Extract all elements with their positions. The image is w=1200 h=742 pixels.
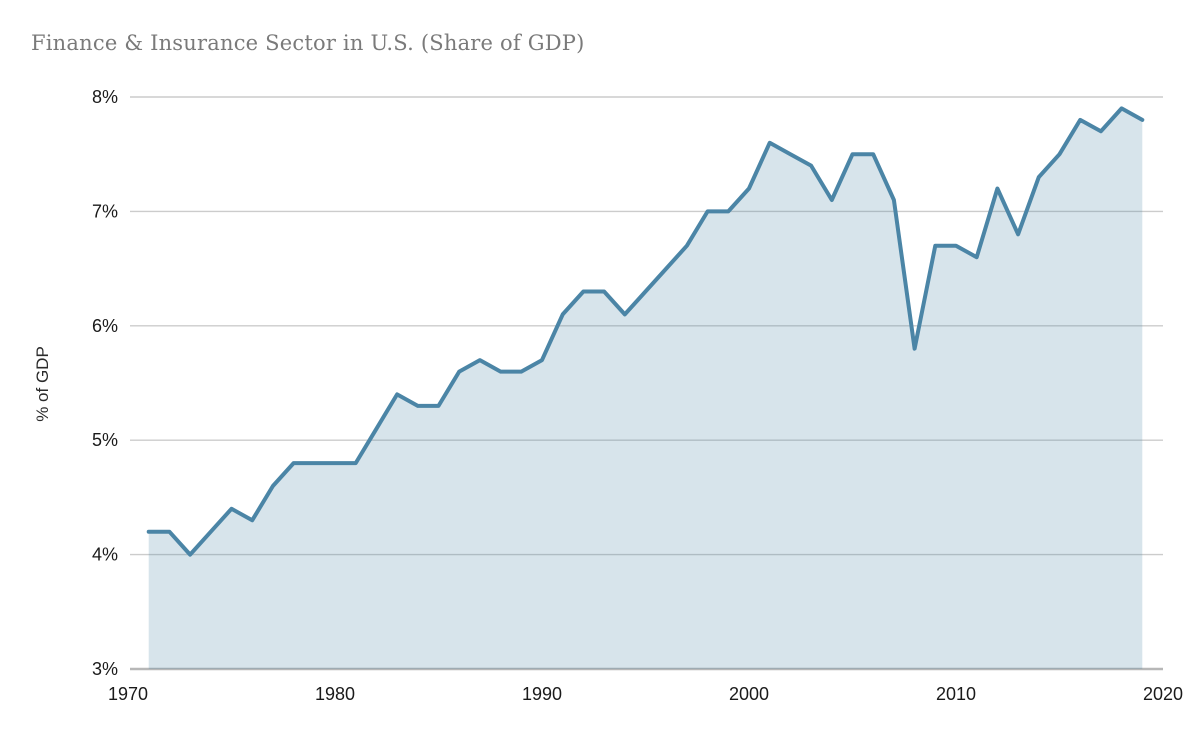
x-tick-label: 1980 [315, 684, 355, 704]
y-tick-label: 4% [92, 545, 118, 565]
x-tick-label: 2010 [936, 684, 976, 704]
series-line [146, 106, 1145, 557]
y-tick-label: 3% [92, 659, 118, 679]
x-tick-label: 1970 [108, 684, 148, 704]
x-tick-label: 2000 [729, 684, 769, 704]
y-tick-label: 5% [92, 430, 118, 450]
y-tick-label: 8% [92, 87, 118, 107]
area-fill [148, 108, 1143, 669]
x-tick-label: 2020 [1143, 684, 1183, 704]
chart-title: Finance & Insurance Sector in U.S. (Shar… [31, 31, 585, 55]
y-tick-label: 7% [92, 201, 118, 221]
x-tick-label: 1990 [522, 684, 562, 704]
y-tick-label: 6% [92, 316, 118, 336]
